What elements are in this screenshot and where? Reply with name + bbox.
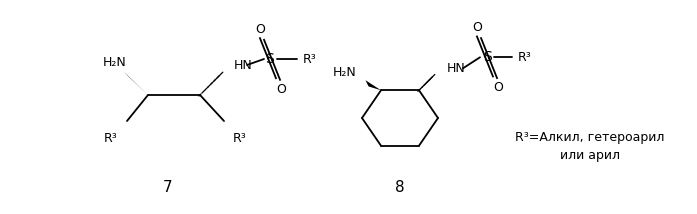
Text: O: O xyxy=(493,81,503,94)
Text: R³: R³ xyxy=(104,131,118,144)
Text: O: O xyxy=(255,22,265,36)
Text: R³: R³ xyxy=(233,131,247,144)
Text: HN: HN xyxy=(234,58,253,71)
Polygon shape xyxy=(123,71,148,95)
Text: 8: 8 xyxy=(395,180,405,196)
Text: S: S xyxy=(266,52,275,66)
Text: R³: R³ xyxy=(518,51,532,64)
Polygon shape xyxy=(365,80,381,90)
Text: 7: 7 xyxy=(163,180,173,196)
Text: H₂N: H₂N xyxy=(103,55,127,68)
Text: O: O xyxy=(472,21,482,34)
Text: O: O xyxy=(276,83,286,95)
Text: S: S xyxy=(482,50,491,64)
Text: R³: R³ xyxy=(303,52,317,65)
Text: R³=Алкил, гетероарил: R³=Алкил, гетероарил xyxy=(515,131,665,144)
Text: HN: HN xyxy=(447,62,466,75)
Text: H₂N: H₂N xyxy=(333,66,357,79)
Text: или арил: или арил xyxy=(560,150,620,162)
